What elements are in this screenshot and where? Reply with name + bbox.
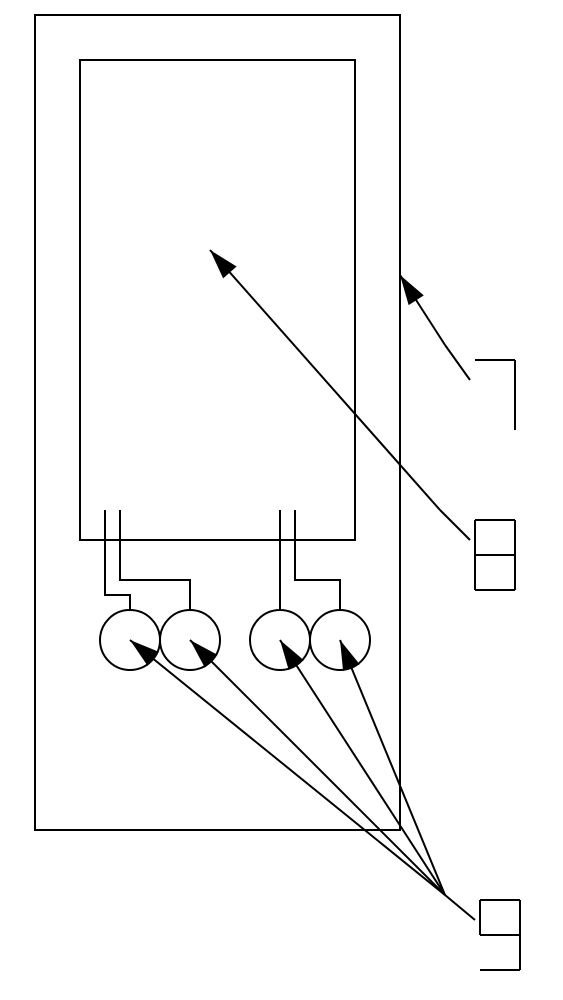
technical-diagram [0, 0, 563, 1000]
background [0, 0, 563, 1000]
